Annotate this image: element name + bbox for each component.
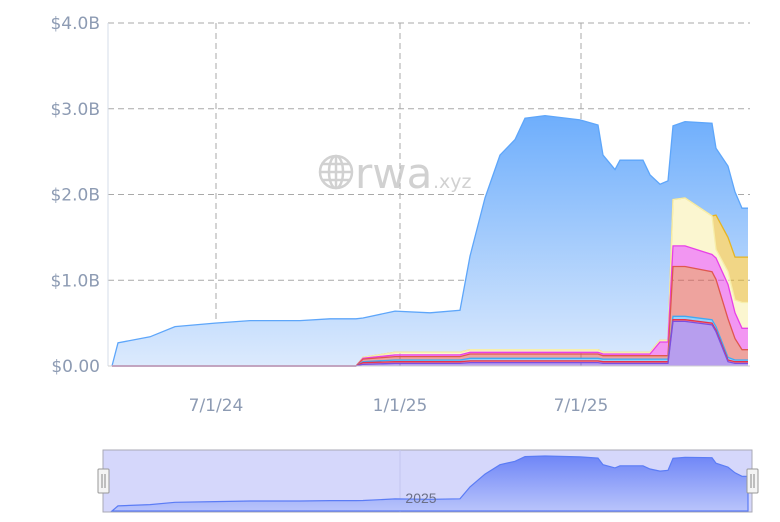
navigator-year-label: 2025 — [405, 490, 436, 506]
x-tick-label: 1/1/25 — [373, 396, 428, 416]
y-tick-label: $0.00 — [51, 357, 100, 377]
area-series-3 — [112, 266, 748, 366]
range-navigator[interactable]: 2025 — [97, 449, 759, 513]
navigator-area — [110, 455, 749, 512]
watermark-suffix: .xyz — [433, 171, 472, 193]
navigator-left-handle[interactable] — [97, 468, 110, 494]
area-series-4 — [112, 245, 748, 366]
y-tick-label: $3.0B — [50, 100, 100, 120]
y-tick-label: $4.0B — [50, 14, 100, 34]
navigator-right-handle[interactable] — [746, 468, 759, 494]
x-tick-label: 7/1/24 — [189, 396, 244, 416]
axes: $0.00 $1.0B $2.0B $3.0B $4.0B 7/1/24 1/1/25 7/1… — [50, 14, 750, 416]
area-series-7 — [112, 115, 748, 366]
watermark-main: rwa — [355, 149, 432, 198]
y-tick-label: $2.0B — [50, 186, 100, 206]
y-tick-label: $1.0B — [50, 271, 100, 291]
x-tick-label: 7/1/25 — [554, 396, 609, 416]
watermark-logo: rwa .xyz — [318, 149, 472, 198]
series-line-7 — [111, 114, 748, 367]
globe-icon — [318, 154, 354, 190]
area-series-5 — [112, 197, 748, 366]
area-series-0 — [112, 321, 748, 366]
